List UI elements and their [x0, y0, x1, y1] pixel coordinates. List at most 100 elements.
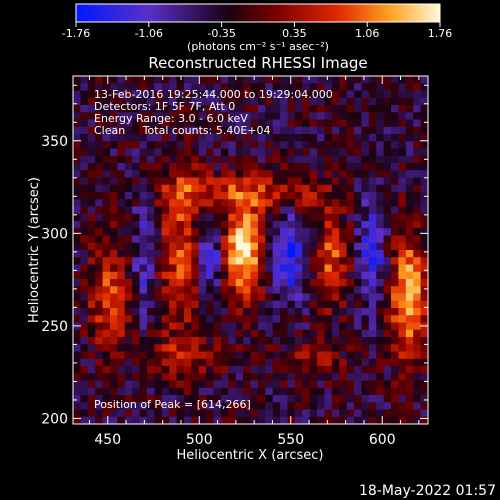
heatmap-cell — [146, 329, 155, 338]
heatmap-cell — [87, 221, 96, 229]
heatmap-cell — [324, 416, 333, 425]
heatmap-cell — [257, 112, 266, 120]
heatmap-cell — [139, 184, 148, 193]
heatmap-cell — [191, 337, 200, 345]
heatmap-cell — [302, 141, 311, 149]
heatmap-cell — [287, 134, 296, 142]
heatmap-cell — [243, 148, 251, 157]
heatmap-cell — [139, 148, 148, 157]
heatmap-cell — [413, 76, 422, 84]
heatmap-cell — [257, 90, 266, 99]
heatmap-cell — [228, 300, 237, 309]
heatmap-cell — [354, 155, 362, 164]
heatmap-cell — [124, 344, 133, 352]
heatmap-cell — [317, 380, 325, 389]
heatmap-cell — [324, 293, 333, 302]
heatmap-cell — [361, 126, 370, 135]
heatmap-cell — [198, 344, 207, 352]
heatmap-cell — [235, 141, 244, 149]
heatmap-cell — [265, 416, 274, 425]
heatmap-cell — [220, 373, 229, 381]
heatmap-cell — [272, 344, 281, 352]
heatmap-cell — [368, 387, 377, 396]
heatmap-cell — [294, 264, 303, 273]
heatmap-cell — [243, 126, 251, 135]
heatmap-cell — [102, 308, 111, 316]
heatmap-cell — [354, 250, 362, 258]
heatmap-cell — [146, 192, 155, 200]
heatmap-cell — [302, 155, 311, 164]
heatmap-cell — [324, 105, 333, 113]
heatmap-cell — [376, 271, 385, 280]
heatmap-cell — [80, 308, 89, 316]
heatmap-cell — [80, 112, 89, 120]
heatmap-cell — [309, 387, 318, 396]
heatmap-cell — [87, 300, 96, 309]
heatmap-cell — [124, 250, 133, 258]
heatmap-cell — [154, 300, 163, 309]
heatmap-cell — [102, 170, 111, 178]
heatmap-cell — [354, 105, 362, 113]
heatmap-cell — [220, 387, 229, 396]
heatmap-cell — [109, 76, 118, 84]
heatmap-cell — [87, 366, 96, 374]
heatmap-cell — [280, 373, 288, 381]
heatmap-cell — [317, 184, 325, 193]
heatmap-cell — [220, 308, 229, 316]
heatmap-cell — [324, 76, 333, 84]
heatmap-cell — [324, 308, 333, 316]
heatmap-cell — [161, 163, 170, 171]
heatmap-cell — [420, 221, 429, 229]
heatmap-cell — [117, 206, 126, 215]
heatmap-cell — [405, 242, 414, 251]
heatmap-cell — [206, 76, 214, 84]
heatmap-cell — [139, 126, 148, 135]
heatmap-cell — [368, 409, 377, 418]
heatmap-cell — [368, 242, 377, 251]
heatmap-cell — [124, 402, 133, 410]
heatmap-cell — [331, 315, 340, 323]
heatmap-cell — [80, 337, 89, 345]
heatmap-cell — [302, 90, 311, 99]
heatmap-cell — [191, 148, 200, 157]
heatmap-cell — [191, 126, 200, 135]
heatmap-cell — [176, 83, 185, 91]
heatmap-cell — [206, 134, 214, 142]
heatmap-cell — [243, 221, 251, 229]
heatmap-cell — [228, 395, 237, 403]
heatmap-cell — [87, 184, 96, 193]
heatmap-cell — [250, 366, 259, 374]
heatmap-cell — [132, 344, 140, 352]
heatmap-cell — [198, 221, 207, 229]
heatmap-cell — [405, 76, 414, 84]
heatmap-cell — [383, 235, 392, 244]
heatmap-cell — [309, 119, 318, 128]
heatmap-cell — [346, 250, 355, 258]
heatmap-cell — [250, 264, 259, 273]
heatmap-cell — [95, 83, 103, 91]
heatmap-cell — [250, 344, 259, 352]
heatmap-cell — [287, 308, 296, 316]
heatmap-cell — [287, 395, 296, 403]
heatmap-cell — [368, 184, 377, 193]
heatmap-cell — [280, 366, 288, 374]
heatmap-cell — [324, 170, 333, 178]
heatmap-cell — [280, 315, 288, 323]
heatmap-cell — [139, 76, 148, 84]
heatmap-cell — [383, 351, 392, 360]
heatmap-cell — [280, 329, 288, 338]
heatmap-cell — [317, 402, 325, 410]
heatmap-cell — [132, 184, 140, 193]
heatmap-cell — [413, 250, 422, 258]
heatmap-cell — [346, 134, 355, 142]
heatmap-cell — [309, 228, 318, 236]
heatmap-cell — [191, 293, 200, 302]
heatmap-cell — [257, 257, 266, 265]
heatmap-cell — [87, 380, 96, 389]
heatmap-cell — [220, 366, 229, 374]
heatmap-cell — [294, 228, 303, 236]
heatmap-cell — [383, 126, 392, 135]
heatmap-cell — [265, 97, 274, 106]
heatmap-cell — [154, 119, 163, 128]
heatmap-cell — [176, 322, 185, 331]
